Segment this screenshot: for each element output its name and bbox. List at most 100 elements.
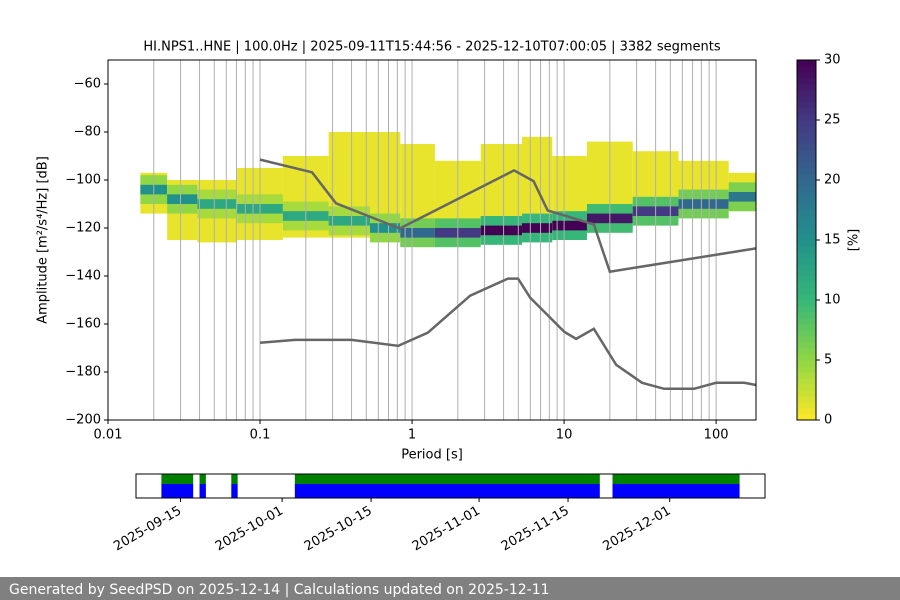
used-segment [161, 484, 194, 498]
colorbar-step [797, 348, 816, 355]
timeline-tick-label: 2025-09-15 [111, 504, 184, 555]
colorbar-tick-label: 30 [824, 53, 841, 68]
y-tick-label: −160 [65, 317, 101, 332]
colorbar-step [797, 324, 816, 331]
plot-frame [107, 59, 757, 421]
colorbar-step [797, 84, 816, 91]
timeline-tick-label: 2025-11-15 [499, 504, 572, 555]
colorbar-step [797, 258, 816, 265]
colorbar-step [797, 390, 816, 397]
used-segment [612, 484, 740, 498]
colorbar-step [797, 222, 816, 229]
colorbar-step [797, 246, 816, 253]
colorbar-step [797, 144, 816, 151]
colorbar-step [797, 210, 816, 217]
psd-mode [400, 228, 435, 238]
colorbar-step [797, 162, 816, 169]
psd-mode [678, 199, 729, 209]
colorbar-tick-label: 15 [824, 233, 841, 248]
y-tick-label: −80 [74, 125, 101, 140]
colorbar-step [797, 192, 816, 199]
available-segment [294, 474, 600, 484]
colorbar-tick-label: 5 [824, 353, 832, 368]
x-tick-label: 1 [408, 428, 416, 443]
colorbar-step [797, 396, 816, 403]
y-axis-label: Amplitude [m²/s⁴/Hz] [dB] [36, 156, 51, 324]
x-tick-label: 100 [704, 428, 729, 443]
y-tick-label: −100 [65, 173, 101, 188]
colorbar-step [797, 96, 816, 103]
colorbar-step [797, 276, 816, 283]
colorbar-step [797, 300, 816, 307]
colorbar-step [797, 198, 816, 205]
colorbar-step [797, 294, 816, 301]
y-tick-label: −60 [74, 77, 101, 92]
used-segment [199, 484, 206, 498]
colorbar-step [797, 306, 816, 313]
timeline-tick-label: 2025-12-01 [601, 504, 674, 555]
colorbar-step [797, 402, 816, 409]
colorbar-step [797, 108, 816, 115]
x-tick-label: 0.1 [250, 428, 271, 443]
colorbar-step [797, 228, 816, 235]
colorbar-step [797, 342, 816, 349]
used-segment [231, 484, 238, 498]
noise-model-line [259, 158, 757, 274]
colorbar-step [797, 60, 816, 67]
colorbar-step [797, 132, 816, 139]
available-segment [199, 474, 206, 484]
y-tick-label: −120 [65, 221, 101, 236]
colorbar-step [797, 378, 816, 385]
colorbar-step [797, 354, 816, 361]
colorbar-step [797, 150, 816, 157]
used-segment [294, 484, 600, 498]
x-tick-label: 10 [556, 428, 573, 443]
colorbar-step [797, 216, 816, 223]
footer-band [0, 577, 900, 600]
colorbar-step [797, 168, 816, 175]
noise-model-line [259, 277, 757, 391]
x-axis-label: Period [s] [401, 448, 463, 463]
psd-mode [328, 216, 371, 226]
colorbar-step [797, 90, 816, 97]
colorbar-step [797, 114, 816, 121]
colorbar-step [797, 318, 816, 325]
colorbar-step [797, 234, 816, 241]
colorbar-step [797, 156, 816, 163]
psd-mode [522, 223, 553, 233]
colorbar-tick-label: 20 [824, 173, 841, 188]
colorbar-step [797, 384, 816, 391]
colorbar-step [797, 78, 816, 85]
colorbar-step [797, 330, 816, 337]
psd-mode [480, 225, 523, 236]
colorbar-step [797, 102, 816, 109]
colorbar-step [797, 174, 816, 181]
colorbar-tick-label: 10 [824, 293, 841, 308]
y-tick-label: −200 [65, 413, 101, 428]
psd-mode [552, 220, 587, 231]
colorbar-tick-label: 25 [824, 113, 841, 128]
psd-mode [167, 194, 198, 204]
colorbar-step [797, 336, 816, 343]
colorbar-step [797, 408, 816, 415]
colorbar-step [797, 138, 816, 145]
colorbar-step [797, 270, 816, 277]
colorbar-step [797, 360, 816, 367]
colorbar-step [797, 312, 816, 319]
colorbar-step [797, 180, 816, 187]
footer: Generated by SeedPSD on 2025-12-14 | Cal… [9, 582, 550, 598]
colorbar-step [797, 372, 816, 379]
colorbar-label: [%] [847, 229, 862, 252]
colorbar-tick-label: 0 [824, 413, 832, 428]
timeline-tick-label: 2025-10-15 [302, 504, 375, 555]
x-tick-label: 0.01 [94, 428, 123, 443]
y-tick-label: −140 [65, 269, 101, 284]
available-segment [231, 474, 238, 484]
colorbar-step [797, 252, 816, 259]
colorbar-step [797, 282, 816, 289]
colorbar-step [797, 414, 816, 421]
colorbar-step [797, 66, 816, 73]
colorbar-step [797, 240, 816, 247]
y-tick-label: −180 [65, 365, 101, 380]
